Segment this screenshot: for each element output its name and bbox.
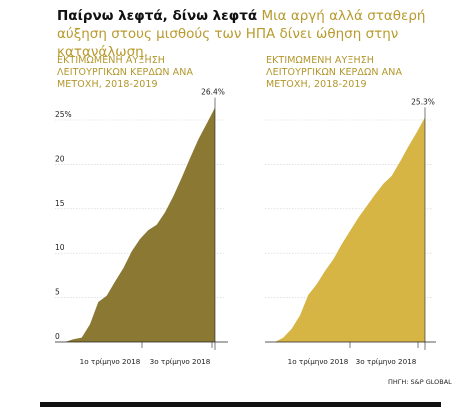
- bottom-rule: [40, 402, 441, 407]
- x-tick-label: 1ο τρίμηνο 2018: [288, 357, 349, 366]
- x-tick-label: 3ο τρίμηνο 2018: [150, 357, 211, 366]
- headline-title: Παίρνω λεφτά, δίνω λεφτά: [57, 8, 258, 24]
- right-chart-end-label: 25.3%: [411, 97, 435, 106]
- y-tick-label: 15: [55, 199, 65, 208]
- y-tick-label: 0: [55, 332, 60, 341]
- left-chart-y-ticks: 0 5 10 15 20 25%: [55, 110, 72, 341]
- right-chart-x-ticks: 1ο τρίμηνο 2018 3ο τρίμηνο 2018: [288, 342, 419, 366]
- right-chart-area: [275, 117, 425, 342]
- y-tick-label: 10: [55, 243, 65, 252]
- headline: Παίρνω λεφτά, δίνω λεφτά Μια αργή αλλά σ…: [57, 7, 452, 61]
- headline-subtitle: Μια αργή αλλά σταθερή αύξηση στους μισθο…: [57, 8, 426, 60]
- y-tick-label: 25%: [55, 110, 72, 119]
- x-tick-label: 3ο τρίμηνο 2018: [356, 357, 417, 366]
- left-chart-area: [65, 107, 215, 342]
- right-chart-title: ΕΚΤΙΜΩΜΕΝΗ ΑΥΞΗΣΗ ΛΕΙΤΟΥΡΓΙΚΩΝ ΚΕΡΔΩΝ ΑΝ…: [266, 55, 403, 90]
- x-tick-label: 1ο τρίμηνο 2018: [80, 357, 141, 366]
- y-tick-label: 20: [55, 154, 65, 163]
- left-chart-title: ΕΚΤΙΜΩΜΕΝΗ ΑΥΞΗΣΗ ΛΕΙΤΟΥΡΓΙΚΩΝ ΚΕΡΔΩΝ ΑΝ…: [57, 55, 194, 90]
- left-chart-end-label: 26.4%: [201, 88, 225, 97]
- y-tick-label: 5: [55, 288, 60, 297]
- left-chart-x-ticks: 1ο τρίμηνο 2018 3ο τρίμηνο 2018: [80, 342, 213, 366]
- source-note: ΠΗΓΗ: S&P GLOBAL: [388, 378, 452, 386]
